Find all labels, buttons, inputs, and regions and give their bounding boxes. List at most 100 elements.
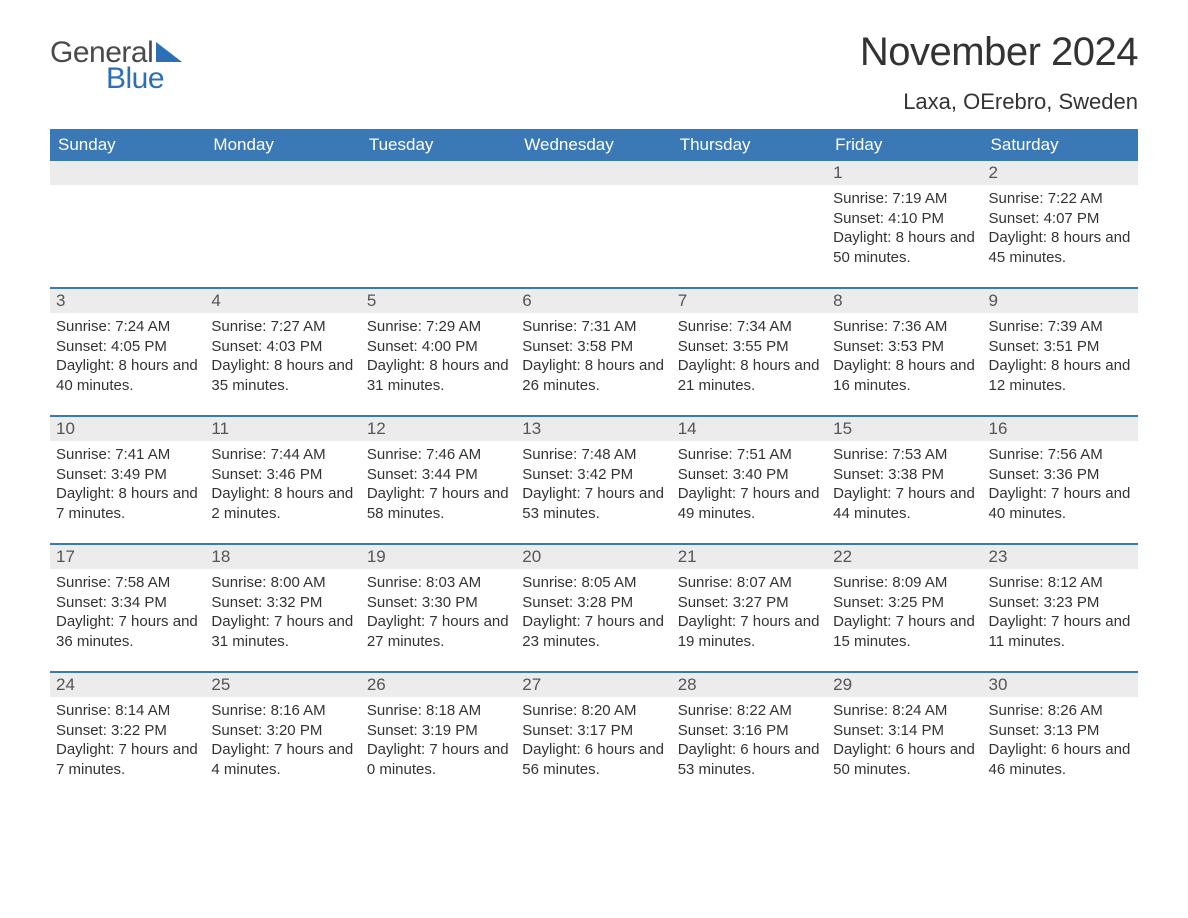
sunrise-line: Sunrise: 8:03 AM xyxy=(367,573,510,593)
day-cell: 20Sunrise: 8:05 AMSunset: 3:28 PMDayligh… xyxy=(516,545,671,671)
sunset-line: Sunset: 3:42 PM xyxy=(522,465,665,485)
sunset-line: Sunset: 3:25 PM xyxy=(833,593,976,613)
day-number-bar: 29 xyxy=(827,673,982,697)
sunset-line: Sunset: 3:32 PM xyxy=(211,593,354,613)
day-body: Sunrise: 7:39 AMSunset: 3:51 PMDaylight:… xyxy=(983,313,1138,401)
daylight-line: Daylight: 6 hours and 56 minutes. xyxy=(522,740,665,779)
day-cell: 26Sunrise: 8:18 AMSunset: 3:19 PMDayligh… xyxy=(361,673,516,799)
brand-text-blue: Blue xyxy=(106,62,164,96)
daylight-line: Daylight: 8 hours and 12 minutes. xyxy=(989,356,1132,395)
daylight-line: Daylight: 7 hours and 44 minutes. xyxy=(833,484,976,523)
day-number-bar-empty xyxy=(205,161,360,185)
day-cell: 2Sunrise: 7:22 AMSunset: 4:07 PMDaylight… xyxy=(983,161,1138,287)
sunrise-line: Sunrise: 8:14 AM xyxy=(56,701,199,721)
sunrise-line: Sunrise: 8:12 AM xyxy=(989,573,1132,593)
day-cell: 9Sunrise: 7:39 AMSunset: 3:51 PMDaylight… xyxy=(983,289,1138,415)
daylight-line: Daylight: 6 hours and 53 minutes. xyxy=(678,740,821,779)
sunset-line: Sunset: 4:07 PM xyxy=(989,209,1132,229)
day-number-bar: 26 xyxy=(361,673,516,697)
day-number-bar-empty xyxy=(672,161,827,185)
daylight-line: Daylight: 8 hours and 35 minutes. xyxy=(211,356,354,395)
day-number-bar-empty xyxy=(361,161,516,185)
day-number-bar: 21 xyxy=(672,545,827,569)
day-number-bar: 28 xyxy=(672,673,827,697)
month-title: November 2024 xyxy=(860,30,1138,75)
day-body: Sunrise: 7:58 AMSunset: 3:34 PMDaylight:… xyxy=(50,569,205,657)
day-number-bar: 25 xyxy=(205,673,360,697)
day-body: Sunrise: 7:22 AMSunset: 4:07 PMDaylight:… xyxy=(983,185,1138,273)
sunrise-line: Sunrise: 8:00 AM xyxy=(211,573,354,593)
sunset-line: Sunset: 4:05 PM xyxy=(56,337,199,357)
sunrise-line: Sunrise: 7:39 AM xyxy=(989,317,1132,337)
sunset-line: Sunset: 3:53 PM xyxy=(833,337,976,357)
day-body: Sunrise: 7:44 AMSunset: 3:46 PMDaylight:… xyxy=(205,441,360,529)
sunrise-line: Sunrise: 7:46 AM xyxy=(367,445,510,465)
day-number-bar: 23 xyxy=(983,545,1138,569)
daylight-line: Daylight: 7 hours and 0 minutes. xyxy=(367,740,510,779)
sunrise-line: Sunrise: 7:51 AM xyxy=(678,445,821,465)
sunset-line: Sunset: 3:36 PM xyxy=(989,465,1132,485)
dow-sunday: Sunday xyxy=(50,129,205,161)
day-of-week-header: Sunday Monday Tuesday Wednesday Thursday… xyxy=(50,129,1138,161)
dow-saturday: Saturday xyxy=(983,129,1138,161)
sunrise-line: Sunrise: 8:20 AM xyxy=(522,701,665,721)
daylight-line: Daylight: 6 hours and 46 minutes. xyxy=(989,740,1132,779)
day-number-bar: 7 xyxy=(672,289,827,313)
sunrise-line: Sunrise: 7:34 AM xyxy=(678,317,821,337)
daylight-line: Daylight: 7 hours and 58 minutes. xyxy=(367,484,510,523)
sunrise-line: Sunrise: 7:44 AM xyxy=(211,445,354,465)
sunrise-line: Sunrise: 7:24 AM xyxy=(56,317,199,337)
daylight-line: Daylight: 8 hours and 26 minutes. xyxy=(522,356,665,395)
daylight-line: Daylight: 7 hours and 15 minutes. xyxy=(833,612,976,651)
sunset-line: Sunset: 4:03 PM xyxy=(211,337,354,357)
day-cell: 15Sunrise: 7:53 AMSunset: 3:38 PMDayligh… xyxy=(827,417,982,543)
sunset-line: Sunset: 3:23 PM xyxy=(989,593,1132,613)
day-body: Sunrise: 8:20 AMSunset: 3:17 PMDaylight:… xyxy=(516,697,671,785)
day-number-bar: 5 xyxy=(361,289,516,313)
sunset-line: Sunset: 3:30 PM xyxy=(367,593,510,613)
sunrise-line: Sunrise: 7:29 AM xyxy=(367,317,510,337)
sunrise-line: Sunrise: 7:41 AM xyxy=(56,445,199,465)
day-body: Sunrise: 7:34 AMSunset: 3:55 PMDaylight:… xyxy=(672,313,827,401)
day-cell: 23 Sunrise: 8:12 AMSunset: 3:23 PMDayligh… xyxy=(983,545,1138,671)
day-body: Sunrise: 7:46 AMSunset: 3:44 PMDaylight:… xyxy=(361,441,516,529)
title-block: November 2024 Laxa, OErebro, Sweden xyxy=(860,30,1138,115)
sunrise-line: Sunrise: 8:05 AM xyxy=(522,573,665,593)
dow-monday: Monday xyxy=(205,129,360,161)
daylight-line: Daylight: 8 hours and 7 minutes. xyxy=(56,484,199,523)
sunset-line: Sunset: 3:49 PM xyxy=(56,465,199,485)
daylight-line: Daylight: 7 hours and 11 minutes. xyxy=(989,612,1132,651)
day-cell: 5Sunrise: 7:29 AMSunset: 4:00 PMDaylight… xyxy=(361,289,516,415)
dow-wednesday: Wednesday xyxy=(516,129,671,161)
daylight-line: Daylight: 8 hours and 40 minutes. xyxy=(56,356,199,395)
day-number-bar: 8 xyxy=(827,289,982,313)
day-cell: 13Sunrise: 7:48 AMSunset: 3:42 PMDayligh… xyxy=(516,417,671,543)
week-row: 24Sunrise: 8:14 AMSunset: 3:22 PMDayligh… xyxy=(50,671,1138,799)
dow-friday: Friday xyxy=(827,129,982,161)
day-cell: 22Sunrise: 8:09 AMSunset: 3:25 PMDayligh… xyxy=(827,545,982,671)
header: General Blue November 2024 Laxa, OErebro… xyxy=(50,30,1138,115)
brand-logo: General Blue xyxy=(50,30,182,96)
day-body: Sunrise: 7:51 AMSunset: 3:40 PMDaylight:… xyxy=(672,441,827,529)
daylight-line: Daylight: 7 hours and 23 minutes. xyxy=(522,612,665,651)
week-row: 17Sunrise: 7:58 AMSunset: 3:34 PMDayligh… xyxy=(50,543,1138,671)
daylight-line: Daylight: 8 hours and 45 minutes. xyxy=(989,228,1132,267)
daylight-line: Daylight: 8 hours and 50 minutes. xyxy=(833,228,976,267)
sunset-line: Sunset: 3:44 PM xyxy=(367,465,510,485)
day-body: Sunrise: 8:05 AMSunset: 3:28 PMDaylight:… xyxy=(516,569,671,657)
sunrise-line: Sunrise: 7:22 AM xyxy=(989,189,1132,209)
day-body: Sunrise: 7:41 AMSunset: 3:49 PMDaylight:… xyxy=(50,441,205,529)
dow-thursday: Thursday xyxy=(672,129,827,161)
day-cell: 1Sunrise: 7:19 AMSunset: 4:10 PMDaylight… xyxy=(827,161,982,287)
day-cell xyxy=(205,161,360,287)
sunset-line: Sunset: 3:20 PM xyxy=(211,721,354,741)
day-body: Sunrise: 7:24 AMSunset: 4:05 PMDaylight:… xyxy=(50,313,205,401)
daylight-line: Daylight: 6 hours and 50 minutes. xyxy=(833,740,976,779)
sail-icon xyxy=(156,42,182,62)
sunset-line: Sunset: 3:51 PM xyxy=(989,337,1132,357)
day-body: Sunrise: 8:18 AMSunset: 3:19 PMDaylight:… xyxy=(361,697,516,785)
daylight-line: Daylight: 8 hours and 16 minutes. xyxy=(833,356,976,395)
sunset-line: Sunset: 3:16 PM xyxy=(678,721,821,741)
sunrise-line: Sunrise: 7:48 AM xyxy=(522,445,665,465)
day-body: Sunrise: 8:26 AMSunset: 3:13 PMDaylight:… xyxy=(983,697,1138,785)
